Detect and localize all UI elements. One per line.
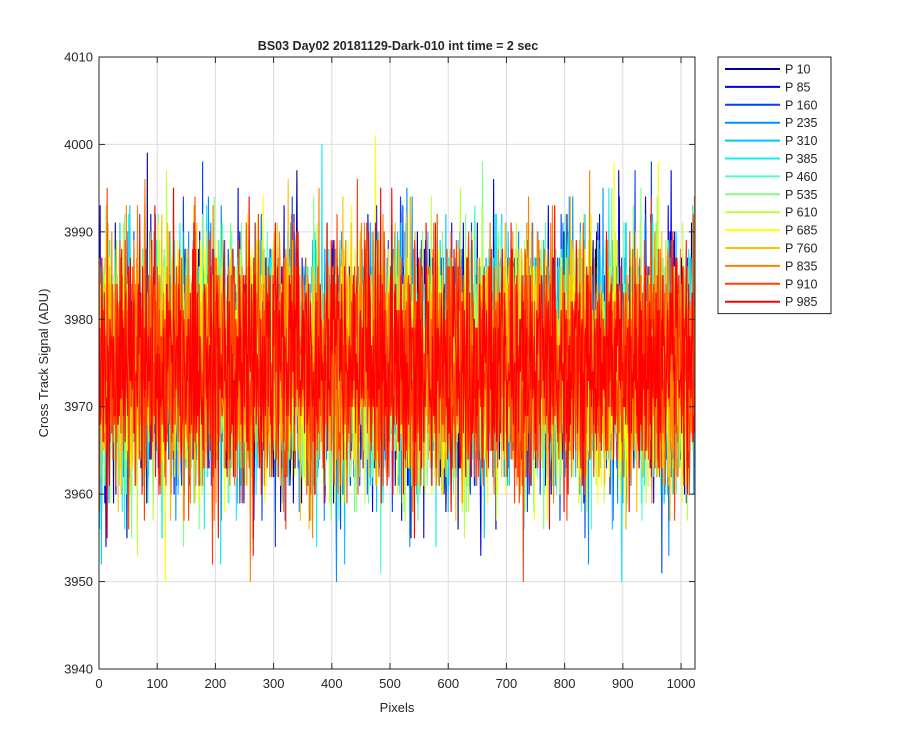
y-tick-label: 3950 [64,574,93,589]
legend-label: P 235 [785,116,817,130]
series-lines [99,135,695,583]
x-tick-label: 200 [205,676,227,691]
y-tick-label: 3960 [64,487,93,502]
x-tick-label: 600 [437,676,459,691]
y-axis-label: Cross Track Signal (ADU) [36,289,51,438]
y-tick-label: 4000 [64,137,93,152]
y-tick-label: 3980 [64,312,93,327]
legend-label: P 610 [785,206,817,220]
legend-label: P 310 [785,134,817,148]
y-tick-label: 4010 [64,50,93,65]
chart-title: BS03 Day02 20181129-Dark-010 int time = … [258,39,538,53]
x-tick-label: 900 [612,676,634,691]
y-tick-label: 3990 [64,224,93,239]
y-axis: 3940 3950 3960 3970 3980 3990 4000 4010 [64,50,695,677]
legend-label: P 910 [785,277,817,291]
legend-label: P 985 [785,295,817,309]
y-tick-label: 3970 [64,399,93,414]
legend-label: P 685 [785,224,817,238]
x-tick-label: 0 [95,676,102,691]
legend-label: P 460 [785,170,817,184]
legend-label: P 85 [785,80,811,94]
plot-frame [98,56,696,670]
legend-label: P 10 [785,63,811,77]
x-tick-label: 400 [321,676,343,691]
x-tick-label: 500 [379,676,401,691]
legend-label: P 760 [785,242,817,256]
legend: P 10 P 85 P 160 P 235 P 310 P 385 P 460 P 535 P … [717,56,832,315]
legend-label: P 385 [785,152,817,166]
y-tick-label: 3940 [64,662,93,677]
x-axis: 0 100 200 300 400 500 600 700 800 900 1000 [95,57,695,691]
x-tick-label: 300 [263,676,285,691]
x-tick-label: 800 [554,676,576,691]
x-axis-label: Pixels [380,700,415,715]
x-tick-label: 100 [146,676,168,691]
legend-box [717,56,832,315]
legend-label: P 160 [785,98,817,112]
x-tick-label: 700 [496,676,518,691]
series-line [99,187,695,556]
legend-label: P 535 [785,188,817,202]
x-tick-label: 1000 [667,676,696,691]
legend-label: P 835 [785,259,817,273]
